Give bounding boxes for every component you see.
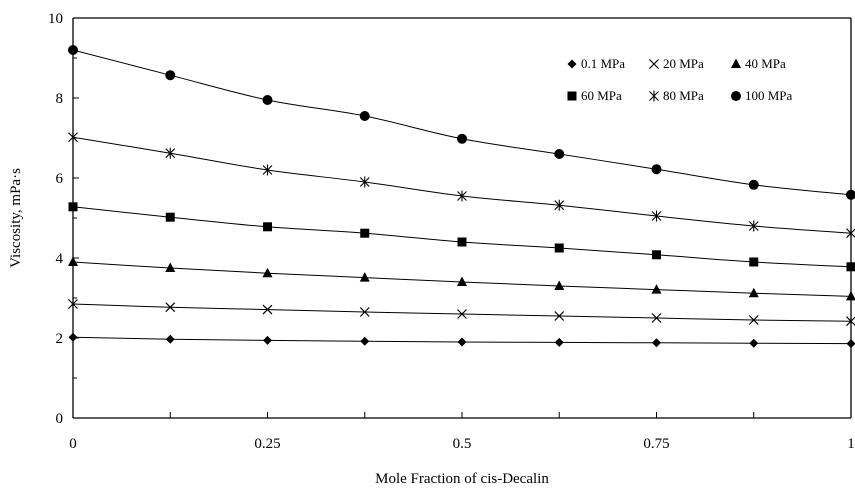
series-line-3 — [72, 206, 852, 268]
data-point — [262, 304, 273, 315]
data-point — [748, 220, 759, 232]
data-point — [263, 335, 272, 345]
data-point — [457, 309, 467, 319]
data-point — [262, 164, 273, 176]
y-tick-label: 4 — [56, 251, 64, 267]
y-tick-label: 8 — [56, 91, 64, 107]
data-point — [165, 262, 176, 272]
legend-marker — [731, 91, 741, 101]
data-point — [359, 307, 370, 317]
data-point — [457, 190, 467, 202]
y-tick-label: 0 — [56, 411, 64, 427]
data-point — [359, 272, 370, 282]
data-point — [262, 95, 273, 105]
y-tick-label: 2 — [56, 331, 64, 347]
data-point — [68, 256, 78, 266]
data-point — [846, 339, 855, 349]
legend-marker — [567, 91, 577, 101]
series-line-5 — [72, 49, 852, 196]
y-tick-label: 10 — [48, 11, 63, 27]
data-point — [165, 334, 175, 344]
data-point — [457, 337, 467, 347]
data-point — [165, 212, 175, 222]
legend: 0.1 MPa 20 MPa 40 MPa 60 MPa 80 MPa 100 MPa — [567, 56, 793, 103]
data-point — [846, 189, 855, 200]
x-tick-label: 0 — [69, 436, 77, 452]
y-axis-label: Viscosity, mPa·s — [8, 168, 24, 268]
legend-entry: 40 MPa — [745, 56, 786, 71]
data-point — [748, 287, 759, 298]
data-point — [360, 336, 370, 346]
data-point — [651, 313, 662, 323]
series-line-1 — [72, 303, 852, 322]
data-point — [68, 332, 78, 342]
legend-marker — [649, 59, 659, 69]
series-markers — [68, 45, 855, 349]
data-point — [554, 311, 565, 321]
legend-marker — [567, 59, 577, 69]
data-point — [749, 257, 759, 267]
data-point — [846, 316, 855, 327]
plot-area — [72, 17, 852, 419]
data-point — [846, 290, 855, 301]
data-point — [846, 262, 855, 272]
x-tick-label: 0.75 — [643, 436, 669, 452]
data-point — [846, 227, 855, 239]
legend-entry: 80 MPa — [663, 88, 704, 103]
y-tick-label: 6 — [56, 171, 64, 187]
data-point — [554, 280, 565, 290]
data-point — [652, 250, 661, 260]
data-point — [651, 284, 662, 294]
data-point — [651, 164, 662, 175]
data-point — [749, 338, 759, 348]
legend-entry: 100 MPa — [745, 88, 793, 103]
data-point — [457, 276, 467, 286]
data-point — [165, 70, 176, 81]
data-point — [68, 45, 78, 55]
data-point — [748, 315, 759, 325]
data-point — [748, 179, 759, 190]
data-point — [652, 338, 661, 348]
legend-marker — [731, 58, 741, 68]
data-point — [554, 243, 564, 253]
data-point — [262, 267, 273, 278]
x-tick-label: 0.5 — [453, 436, 472, 452]
data-point — [651, 210, 662, 222]
data-point — [68, 299, 78, 309]
legend-marker — [649, 90, 659, 102]
data-point — [457, 237, 467, 247]
legend-entry: 60 MPa — [581, 88, 622, 103]
data-point — [554, 199, 565, 211]
data-point — [263, 222, 272, 232]
data-point — [359, 111, 370, 121]
legend-entry: 20 MPa — [663, 56, 704, 71]
x-tick-label: 1 — [847, 436, 855, 452]
data-point — [554, 337, 564, 347]
data-point — [554, 149, 565, 159]
data-point — [68, 131, 78, 143]
legend-entry: 0.1 MPa — [581, 56, 625, 71]
data-point — [68, 202, 78, 212]
x-tick-label: 0.25 — [254, 436, 280, 452]
data-point — [360, 228, 370, 238]
x-axis-label: Mole Fraction of cis-Decalin — [375, 471, 549, 487]
data-point — [165, 147, 176, 159]
data-point — [457, 133, 467, 144]
data-point — [165, 302, 176, 313]
data-point — [359, 176, 370, 188]
